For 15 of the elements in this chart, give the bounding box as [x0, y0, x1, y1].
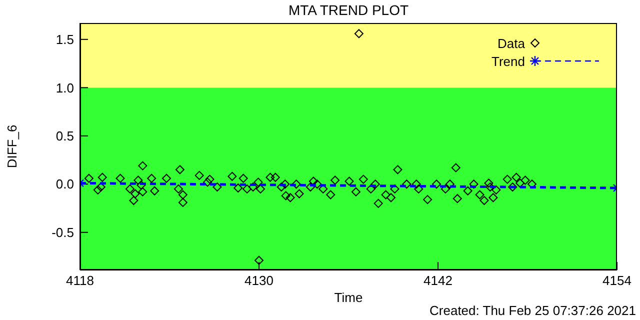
legend-label: Data	[498, 36, 525, 50]
x-tick-label: 4118	[66, 273, 94, 288]
x-tick-label: 4142	[424, 273, 452, 288]
y-tick-label: 1.5	[56, 32, 74, 48]
legend-label: Trend	[492, 54, 525, 68]
text: Created: Thu Feb 25 07:37:26 2021	[430, 303, 636, 318]
x-tick-label: 4130	[244, 273, 274, 288]
y-tick-label: 1.0	[56, 80, 74, 96]
y-tick-label: 0.5	[56, 128, 74, 144]
y-axis-title: DIFF_6	[4, 124, 20, 168]
x-tick-label: 4154	[602, 273, 632, 288]
chart-title: MTA TREND PLOT	[287, 2, 410, 18]
x-axis-title: Time	[334, 290, 363, 305]
y-tick-label: -0.5	[52, 224, 74, 240]
y-tick-label: 0.0	[56, 176, 74, 192]
